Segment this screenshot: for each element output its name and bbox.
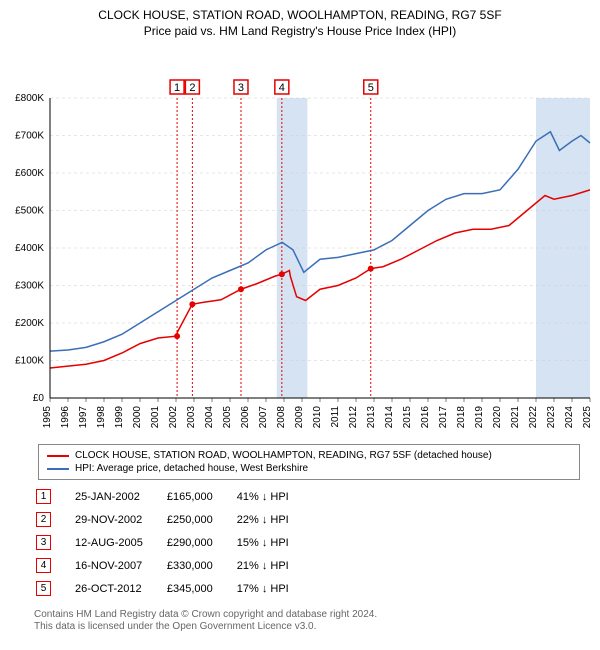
svg-text:2009: 2009 — [294, 406, 305, 429]
svg-text:2022: 2022 — [528, 406, 539, 429]
event-row: 4 16-NOV-2007£330,00021% ↓ HPI — [36, 555, 311, 576]
svg-text:£200K: £200K — [15, 318, 44, 329]
legend: CLOCK HOUSE, STATION ROAD, WOOLHAMPTON, … — [38, 444, 580, 480]
svg-text:£700K: £700K — [15, 131, 44, 142]
event-date: 16-NOV-2007 — [75, 555, 165, 576]
svg-text:2015: 2015 — [402, 406, 413, 429]
svg-text:2019: 2019 — [474, 406, 485, 429]
svg-text:2017: 2017 — [438, 406, 449, 429]
event-delta: 22% ↓ HPI — [237, 509, 311, 530]
svg-text:£500K: £500K — [15, 206, 44, 217]
svg-text:2011: 2011 — [330, 406, 341, 428]
event-date: 29-NOV-2002 — [75, 509, 165, 530]
event-delta: 41% ↓ HPI — [237, 486, 311, 507]
svg-text:2005: 2005 — [222, 406, 233, 429]
event-row: 2 29-NOV-2002£250,00022% ↓ HPI — [36, 509, 311, 530]
legend-swatch-hpi — [47, 468, 69, 470]
event-marker: 2 — [36, 512, 51, 527]
svg-text:2003: 2003 — [186, 406, 197, 429]
legend-label-hpi: HPI: Average price, detached house, West… — [75, 462, 308, 475]
chart-area: £0 £100K £200K £300K £400K £500K £600K £700K £80… — [0, 38, 600, 438]
event-date: 25-JAN-2002 — [75, 486, 165, 507]
event-price: £345,000 — [167, 578, 235, 599]
event-delta: 15% ↓ HPI — [237, 532, 311, 553]
svg-text:2014: 2014 — [384, 406, 395, 429]
svg-text:1: 1 — [174, 82, 180, 94]
svg-text:2004: 2004 — [204, 406, 215, 429]
event-row: 5 26-OCT-2012£345,00017% ↓ HPI — [36, 578, 311, 599]
svg-text:4: 4 — [279, 82, 285, 94]
svg-text:£300K: £300K — [15, 281, 44, 292]
svg-text:£800K: £800K — [15, 93, 44, 104]
svg-text:1999: 1999 — [114, 406, 125, 429]
chart-title-address: CLOCK HOUSE, STATION ROAD, WOOLHAMPTON, … — [0, 8, 600, 22]
svg-text:2013: 2013 — [366, 406, 377, 429]
svg-text:2010: 2010 — [312, 406, 323, 429]
event-marker: 3 — [36, 535, 51, 550]
svg-text:£600K: £600K — [15, 168, 44, 179]
svg-text:2: 2 — [189, 82, 195, 94]
svg-text:3: 3 — [238, 82, 244, 94]
event-row: 3 12-AUG-2005£290,00015% ↓ HPI — [36, 532, 311, 553]
svg-text:2008: 2008 — [276, 406, 287, 429]
svg-text:1995: 1995 — [42, 406, 53, 429]
chart-svg: £0 £100K £200K £300K £400K £500K £600K £700K £80… — [0, 38, 600, 438]
svg-text:1996: 1996 — [60, 406, 71, 429]
svg-text:2023: 2023 — [546, 406, 557, 429]
svg-text:2025: 2025 — [582, 406, 593, 429]
svg-text:2000: 2000 — [132, 406, 143, 429]
svg-text:2018: 2018 — [456, 406, 467, 429]
legend-row-hpi: HPI: Average price, detached house, West… — [47, 462, 571, 475]
svg-text:2001: 2001 — [150, 406, 161, 429]
legend-swatch-price-paid — [47, 455, 69, 457]
svg-text:2006: 2006 — [240, 406, 251, 429]
chart-title-block: CLOCK HOUSE, STATION ROAD, WOOLHAMPTON, … — [0, 0, 600, 38]
event-marker: 1 — [36, 489, 51, 504]
event-price: £330,000 — [167, 555, 235, 576]
footer-line1: Contains HM Land Registry data © Crown c… — [34, 609, 580, 621]
event-delta: 17% ↓ HPI — [237, 578, 311, 599]
svg-text:2007: 2007 — [258, 406, 269, 429]
svg-text:1997: 1997 — [78, 406, 89, 429]
event-date: 12-AUG-2005 — [75, 532, 165, 553]
legend-label-price-paid: CLOCK HOUSE, STATION ROAD, WOOLHAMPTON, … — [75, 449, 492, 462]
event-marker: 5 — [36, 581, 51, 596]
svg-text:5: 5 — [368, 82, 374, 94]
legend-row-price-paid: CLOCK HOUSE, STATION ROAD, WOOLHAMPTON, … — [47, 449, 571, 462]
svg-text:2016: 2016 — [420, 406, 431, 429]
svg-text:2024: 2024 — [564, 406, 575, 429]
events-table: 1 25-JAN-2002£165,00041% ↓ HPI 2 29-NOV-200… — [34, 484, 313, 601]
svg-text:£400K: £400K — [15, 243, 44, 254]
svg-text:1998: 1998 — [96, 406, 107, 429]
event-row: 1 25-JAN-2002£165,00041% ↓ HPI — [36, 486, 311, 507]
event-price: £290,000 — [167, 532, 235, 553]
event-price: £250,000 — [167, 509, 235, 530]
event-delta: 21% ↓ HPI — [237, 555, 311, 576]
event-marker: 4 — [36, 558, 51, 573]
chart-title-subtitle: Price paid vs. HM Land Registry's House … — [0, 24, 600, 38]
svg-text:2020: 2020 — [492, 406, 503, 429]
event-price: £165,000 — [167, 486, 235, 507]
svg-text:2002: 2002 — [168, 406, 179, 429]
footer-line2: This data is licensed under the Open Gov… — [34, 621, 580, 633]
footer-text: Contains HM Land Registry data © Crown c… — [34, 609, 580, 633]
svg-text:2012: 2012 — [348, 406, 359, 429]
svg-text:£0: £0 — [33, 393, 45, 404]
svg-text:2021: 2021 — [510, 406, 521, 429]
event-date: 26-OCT-2012 — [75, 578, 165, 599]
svg-text:£100K: £100K — [15, 356, 44, 367]
